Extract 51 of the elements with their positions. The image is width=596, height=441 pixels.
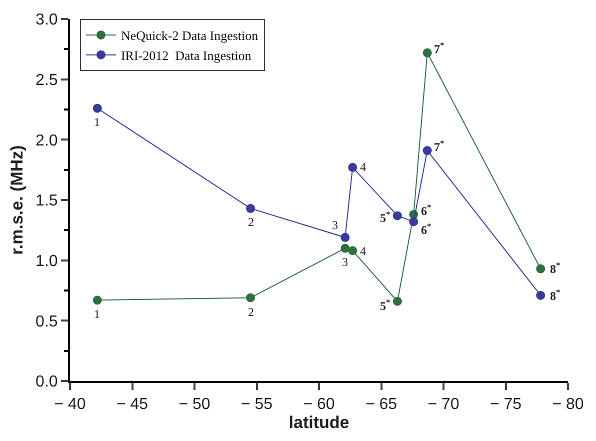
- point: [92, 296, 102, 305]
- x-tick-label: − 75: [490, 396, 522, 414]
- annotation: 5$^{*}$: [380, 298, 390, 314]
- point: [536, 264, 546, 274]
- point: [340, 244, 350, 253]
- x-tick-label: − 55: [240, 396, 273, 414]
- annotation: 6$^{*}$: [421, 203, 432, 218]
- legend-label: IRI-2012 Data Ingestion: [120, 48, 252, 63]
- annotation: 3: [332, 218, 338, 232]
- y-tick-label: 0.5: [36, 313, 58, 330]
- point: [392, 211, 402, 220]
- y-tick-label: 2.5: [36, 72, 58, 89]
- point: [422, 48, 432, 58]
- annotation: 2: [248, 215, 254, 229]
- x-tick-label: − 70: [428, 396, 460, 414]
- annotation: 7$^{*}$: [434, 41, 444, 56]
- legend-label: NeQuick-2 Data Ingestion: [120, 28, 259, 44]
- x-axis-title: latitude: [288, 413, 350, 432]
- y-tick-label: 1.5: [36, 192, 58, 210]
- annotation: 4: [360, 244, 366, 258]
- x-tick-label: − 60: [303, 396, 335, 414]
- annotation: 7$^{*}$: [434, 139, 444, 154]
- annotation: 1: [94, 307, 100, 321]
- x-tick-label: − 45: [116, 396, 148, 414]
- point: [340, 232, 350, 242]
- annotation: 3: [342, 255, 348, 269]
- point: [246, 204, 256, 213]
- annotation: 8$^{*}$: [550, 261, 560, 276]
- x-tick-label: − 50: [178, 396, 210, 414]
- point: [536, 290, 546, 300]
- y-tick-label: 1.0: [36, 252, 58, 270]
- annotation: 5$^{*}$: [380, 210, 390, 226]
- annotation: 2: [248, 305, 254, 319]
- point: [409, 217, 418, 226]
- point: [92, 104, 102, 113]
- y-axis-title: r.m.s.e. (MHz): [8, 145, 27, 255]
- point: [392, 296, 402, 306]
- x-tick-label: − 40: [54, 396, 86, 414]
- y-tick-label: 0.0: [36, 374, 58, 391]
- annotation: 8$^{*}$: [550, 288, 560, 304]
- x-tick-label: − 80: [552, 396, 584, 414]
- point: [422, 146, 432, 156]
- y-tick-label: 2.0: [36, 132, 58, 150]
- y-tick-label: 3.0: [36, 12, 58, 29]
- point: [348, 162, 358, 172]
- point: [348, 246, 358, 256]
- point: [246, 293, 256, 302]
- annotation: 1: [94, 115, 100, 129]
- x-tick-label: − 65: [365, 396, 398, 414]
- annotation: 4: [360, 160, 366, 174]
- annotation: 6$^{*}$: [421, 222, 432, 238]
